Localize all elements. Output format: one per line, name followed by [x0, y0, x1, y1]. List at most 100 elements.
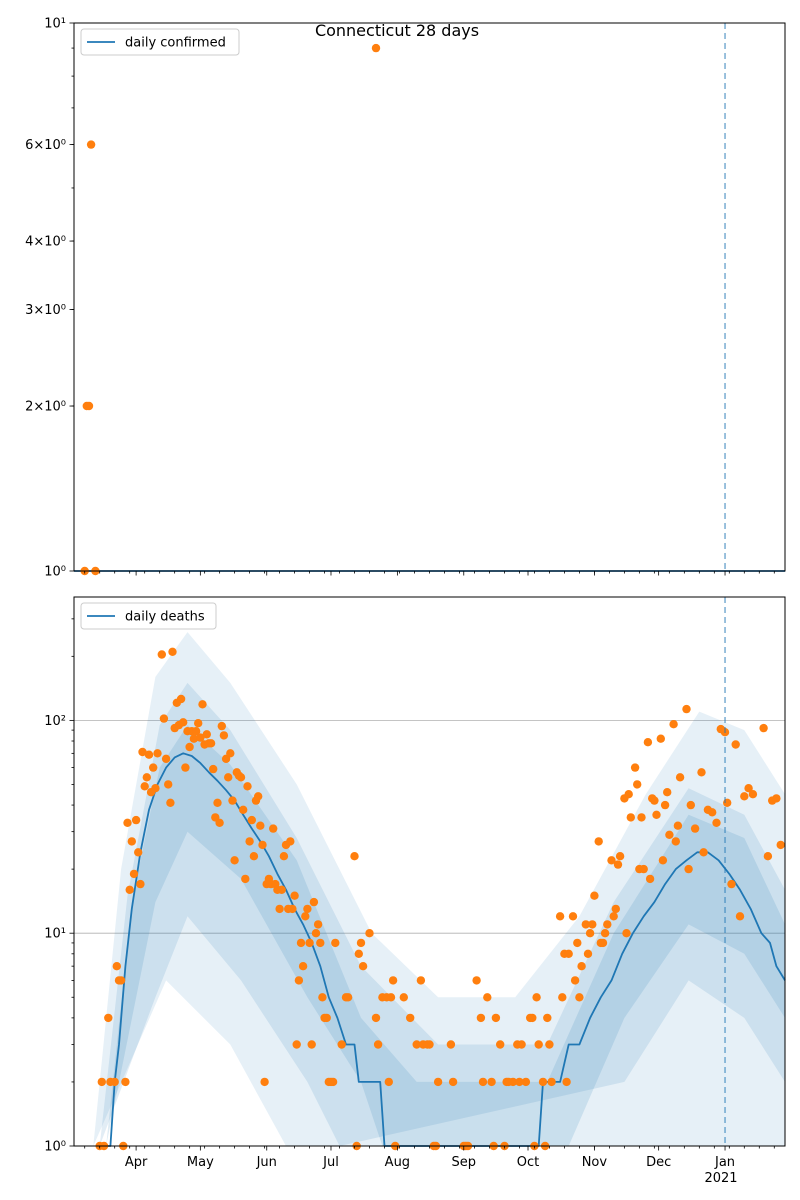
data-point [630, 763, 640, 772]
y-tick-label: 4×10⁰ [25, 235, 66, 250]
data-point [684, 864, 693, 874]
observed-points [80, 43, 381, 576]
data-point [776, 840, 785, 850]
y-ticks: 10⁰ 10¹ 10² [44, 618, 74, 1155]
data-point [258, 840, 267, 850]
data-point [538, 1077, 548, 1087]
data-point [228, 796, 237, 805]
data-point [279, 852, 289, 861]
data-point [112, 962, 122, 971]
data-point [476, 1013, 486, 1023]
data-point [708, 808, 717, 817]
data-point [603, 920, 612, 929]
data-point [125, 885, 134, 894]
data-point [337, 1040, 346, 1049]
data-point [290, 891, 299, 900]
data-point [358, 962, 368, 971]
data-point [386, 993, 396, 1002]
data-point [136, 879, 145, 889]
data-point [543, 1013, 552, 1023]
data-point [230, 856, 239, 865]
data-point [577, 962, 586, 971]
y-tick-label: 2×10⁰ [25, 400, 66, 415]
grid-lines [74, 719, 785, 934]
data-point [275, 904, 284, 914]
data-point [86, 140, 96, 149]
data-point [583, 949, 593, 958]
data-point [213, 798, 222, 807]
data-point [318, 993, 327, 1002]
x-tick-label: Dec [646, 1155, 671, 1170]
data-point [697, 768, 706, 777]
data-point [198, 700, 207, 709]
data-point [249, 852, 259, 861]
data-point [633, 780, 642, 789]
data-point [598, 938, 608, 948]
data-point [371, 43, 381, 53]
data-point [573, 938, 582, 948]
data-point [176, 694, 186, 704]
data-point [140, 782, 149, 791]
data-point [189, 734, 199, 743]
data-point [686, 800, 695, 810]
data-point [206, 739, 216, 748]
data-point [144, 750, 154, 759]
data-point [138, 747, 147, 757]
data-point [194, 719, 203, 728]
data-point [164, 780, 173, 789]
data-point [322, 1013, 331, 1023]
data-point [425, 1040, 434, 1049]
data-point [241, 874, 250, 884]
data-point [759, 723, 768, 733]
data-point [496, 1040, 505, 1049]
y-tick-label: 10¹ [44, 927, 66, 942]
data-point [491, 1013, 501, 1023]
data-point [313, 920, 323, 929]
data-point [142, 773, 151, 782]
data-point [735, 912, 745, 921]
data-point [508, 1077, 518, 1087]
data-point [161, 754, 171, 763]
data-point [116, 976, 126, 985]
data-point [622, 929, 631, 938]
data-point [483, 993, 492, 1002]
data-point [121, 1077, 130, 1087]
data-point [448, 1077, 458, 1087]
data-point [637, 813, 646, 822]
chart-confirmed: 10⁰ 2×10⁰ 3×10⁰ 4×10⁰ 6×10⁰ 10¹ Connecticut 2… [25, 17, 786, 580]
data-point [292, 1040, 301, 1049]
data-point [472, 976, 481, 985]
data-point [311, 929, 321, 938]
data-point [645, 874, 655, 884]
data-point [350, 852, 359, 861]
data-point [772, 794, 781, 803]
x-year-label: 2021 [704, 1171, 737, 1186]
data-point [532, 993, 541, 1002]
data-point [669, 720, 678, 729]
data-point [123, 818, 132, 827]
data-point [331, 938, 340, 948]
observed-points [95, 647, 785, 1151]
data-point [303, 904, 312, 914]
data-point [652, 810, 661, 819]
data-point [590, 891, 599, 900]
data-point [388, 976, 398, 985]
data-point [515, 1077, 524, 1087]
data-point [568, 912, 578, 921]
data-point [564, 949, 573, 958]
data-point [371, 1013, 381, 1023]
data-point [682, 704, 691, 714]
data-point [731, 740, 740, 749]
data-point [660, 800, 670, 810]
data-point [406, 1013, 415, 1023]
data-point [157, 650, 166, 659]
data-point [159, 714, 169, 723]
data-point [239, 805, 248, 814]
data-point [727, 879, 736, 889]
x-tick-label: Jun [256, 1155, 277, 1170]
y-tick-label: 6×10⁰ [25, 138, 66, 153]
data-point [215, 818, 224, 827]
legend-label: daily confirmed [125, 36, 226, 51]
data-point [316, 938, 325, 948]
